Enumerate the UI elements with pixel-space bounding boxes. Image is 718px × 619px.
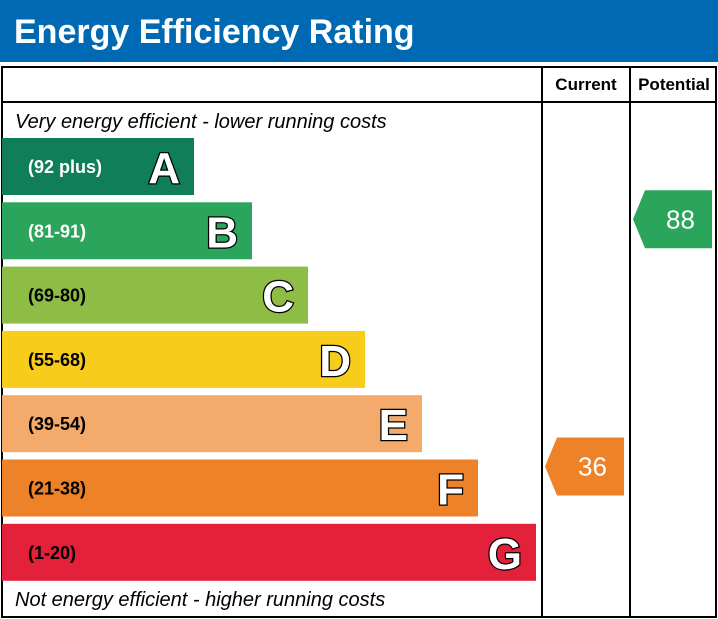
band-a: (92 plus) A xyxy=(2,138,194,195)
band-range: (1-20) xyxy=(28,543,76,563)
band-b: (81-91) B xyxy=(2,202,252,260)
bottom-note: Not energy efficient - higher running co… xyxy=(15,589,385,611)
band-e: (39-54) E xyxy=(2,395,422,453)
potential-rating-marker: 88 xyxy=(633,190,712,249)
current-arrow xyxy=(545,437,624,496)
band-bar xyxy=(2,266,308,324)
band-range: (39-54) xyxy=(28,414,86,434)
band-letter: G xyxy=(488,530,522,579)
band-bar xyxy=(2,459,478,517)
top-note: Very energy efficient - lower running co… xyxy=(15,111,387,133)
band-range: (69-80) xyxy=(28,286,86,306)
band-bar xyxy=(2,395,422,453)
band-letter: D xyxy=(319,337,351,386)
band-letter: B xyxy=(206,208,238,257)
band-bar xyxy=(2,202,252,260)
column-header-potential: Potential xyxy=(638,75,710,94)
chart-title: Energy Efficiency Rating xyxy=(14,13,415,51)
band-bar xyxy=(2,330,365,388)
potential-score: 88 xyxy=(666,204,695,234)
band-c: (69-80) C xyxy=(2,266,308,324)
band-letter: F xyxy=(437,466,464,515)
current-rating-marker: 36 xyxy=(545,437,624,496)
band-range: (92 plus) xyxy=(28,157,102,177)
band-g: (1-20) G xyxy=(2,523,536,581)
column-header-current: Current xyxy=(555,75,617,94)
band-letter: A xyxy=(148,144,180,193)
current-score: 36 xyxy=(578,452,607,482)
band-d: (55-68) D xyxy=(2,330,365,388)
band-range: (81-91) xyxy=(28,221,86,241)
band-letter: E xyxy=(379,401,408,450)
band-bar xyxy=(2,138,194,195)
potential-arrow xyxy=(633,190,712,249)
band-letter: C xyxy=(262,273,294,322)
title-bar xyxy=(0,0,718,62)
band-f: (21-38) F xyxy=(2,459,478,517)
band-range: (55-68) xyxy=(28,350,86,370)
band-bar xyxy=(2,523,536,581)
band-range: (21-38) xyxy=(28,479,86,499)
